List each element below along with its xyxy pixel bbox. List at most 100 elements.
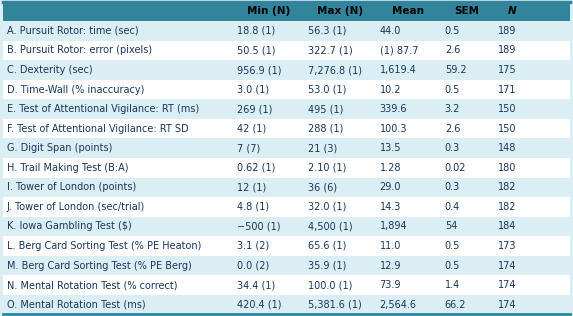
Text: 173: 173 [497, 241, 516, 251]
Text: 0.5: 0.5 [445, 26, 460, 36]
Text: B. Pursuit Rotor: error (pixels): B. Pursuit Rotor: error (pixels) [7, 46, 152, 56]
Text: 288 (1): 288 (1) [308, 124, 343, 134]
Text: G. Digit Span (points): G. Digit Span (points) [7, 143, 112, 153]
Bar [3, 256, 570, 275]
Text: 53.0 (1): 53.0 (1) [308, 85, 347, 94]
Text: 7 (7): 7 (7) [237, 143, 260, 153]
Text: D. Time-Wall (% inaccuracy): D. Time-Wall (% inaccuracy) [7, 85, 144, 94]
Text: J. Tower of London (sec/trial): J. Tower of London (sec/trial) [7, 202, 145, 212]
Bar [3, 178, 570, 197]
Text: 32.0 (1): 32.0 (1) [308, 202, 347, 212]
Text: O. Mental Rotation Test (ms): O. Mental Rotation Test (ms) [7, 300, 146, 310]
Text: 184: 184 [497, 222, 516, 231]
Text: 0.62 (1): 0.62 (1) [237, 163, 275, 173]
Bar [3, 119, 570, 138]
Bar [3, 236, 570, 256]
Text: C. Dexterity (sec): C. Dexterity (sec) [7, 65, 92, 75]
Text: 180: 180 [497, 163, 516, 173]
Text: 174: 174 [497, 300, 516, 310]
Text: L. Berg Card Sorting Test (% PE Heaton): L. Berg Card Sorting Test (% PE Heaton) [7, 241, 201, 251]
Text: 50.5 (1): 50.5 (1) [237, 46, 275, 56]
Text: H. Trail Making Test (B:A): H. Trail Making Test (B:A) [7, 163, 128, 173]
Text: 174: 174 [497, 280, 516, 290]
Text: Max (N): Max (N) [317, 6, 363, 16]
Text: 59.2: 59.2 [445, 65, 466, 75]
Bar [3, 60, 570, 80]
Text: 12 (1): 12 (1) [237, 182, 266, 192]
Bar [3, 158, 570, 178]
Text: 148: 148 [497, 143, 516, 153]
Bar [3, 197, 570, 217]
Text: 1.4: 1.4 [445, 280, 460, 290]
Text: 0.02: 0.02 [445, 163, 466, 173]
Text: 0.5: 0.5 [445, 260, 460, 270]
Text: 12.9: 12.9 [379, 260, 401, 270]
Text: 3.1 (2): 3.1 (2) [237, 241, 269, 251]
Text: SEM: SEM [454, 6, 480, 16]
Text: 35.9 (1): 35.9 (1) [308, 260, 347, 270]
Bar [3, 138, 570, 158]
Text: 1,619.4: 1,619.4 [379, 65, 417, 75]
Text: 66.2: 66.2 [445, 300, 466, 310]
Text: −500 (1): −500 (1) [237, 222, 280, 231]
Text: 189: 189 [497, 46, 516, 56]
Text: 21 (3): 21 (3) [308, 143, 337, 153]
Text: 18.8 (1): 18.8 (1) [237, 26, 275, 36]
Bar [3, 2, 570, 21]
Text: 0.3: 0.3 [445, 143, 460, 153]
Text: 171: 171 [497, 85, 516, 94]
Text: 0.0 (2): 0.0 (2) [237, 260, 269, 270]
Text: 1.28: 1.28 [379, 163, 401, 173]
Text: A. Pursuit Rotor: time (sec): A. Pursuit Rotor: time (sec) [7, 26, 139, 36]
Text: 13.5: 13.5 [379, 143, 401, 153]
Text: 2,564.6: 2,564.6 [379, 300, 417, 310]
Bar [3, 99, 570, 119]
Text: 2.6: 2.6 [445, 124, 460, 134]
Text: 7,276.8 (1): 7,276.8 (1) [308, 65, 362, 75]
Text: 174: 174 [497, 260, 516, 270]
Bar [3, 295, 570, 314]
Text: F. Test of Attentional Vigilance: RT SD: F. Test of Attentional Vigilance: RT SD [7, 124, 189, 134]
Text: 4,500 (1): 4,500 (1) [308, 222, 353, 231]
Text: 5,381.6 (1): 5,381.6 (1) [308, 300, 362, 310]
Text: N. Mental Rotation Test (% correct): N. Mental Rotation Test (% correct) [7, 280, 178, 290]
Text: 44.0: 44.0 [379, 26, 401, 36]
Text: (1) 87.7: (1) 87.7 [379, 46, 418, 56]
Text: 1,894: 1,894 [379, 222, 407, 231]
Bar [3, 80, 570, 99]
Text: 100.3: 100.3 [379, 124, 407, 134]
Text: 10.2: 10.2 [379, 85, 401, 94]
Text: M. Berg Card Sorting Test (% PE Berg): M. Berg Card Sorting Test (% PE Berg) [7, 260, 191, 270]
Text: 420.4 (1): 420.4 (1) [237, 300, 281, 310]
Text: 150: 150 [497, 104, 516, 114]
Text: 34.4 (1): 34.4 (1) [237, 280, 275, 290]
Text: 339.6: 339.6 [379, 104, 407, 114]
Text: 29.0: 29.0 [379, 182, 401, 192]
Text: 65.6 (1): 65.6 (1) [308, 241, 347, 251]
Text: E. Test of Attentional Vigilance: RT (ms): E. Test of Attentional Vigilance: RT (ms… [7, 104, 199, 114]
Text: 0.4: 0.4 [445, 202, 460, 212]
Text: 956.9 (1): 956.9 (1) [237, 65, 281, 75]
Text: 2.6: 2.6 [445, 46, 460, 56]
Bar [3, 21, 570, 41]
Text: 2.10 (1): 2.10 (1) [308, 163, 347, 173]
Text: 100.0 (1): 100.0 (1) [308, 280, 352, 290]
Text: I. Tower of London (points): I. Tower of London (points) [7, 182, 136, 192]
Text: 189: 189 [497, 26, 516, 36]
Text: 175: 175 [497, 65, 516, 75]
Text: 14.3: 14.3 [379, 202, 401, 212]
Text: 0.3: 0.3 [445, 182, 460, 192]
Text: 42 (1): 42 (1) [237, 124, 266, 134]
Text: 0.5: 0.5 [445, 241, 460, 251]
Bar [3, 217, 570, 236]
Text: 495 (1): 495 (1) [308, 104, 343, 114]
Bar [3, 275, 570, 295]
Text: 54: 54 [445, 222, 457, 231]
Text: Min (N): Min (N) [247, 6, 290, 16]
Text: 269 (1): 269 (1) [237, 104, 272, 114]
Text: Mean: Mean [392, 6, 424, 16]
Text: 36 (6): 36 (6) [308, 182, 337, 192]
Text: N: N [508, 6, 516, 16]
Bar [3, 41, 570, 60]
Text: 56.3 (1): 56.3 (1) [308, 26, 347, 36]
